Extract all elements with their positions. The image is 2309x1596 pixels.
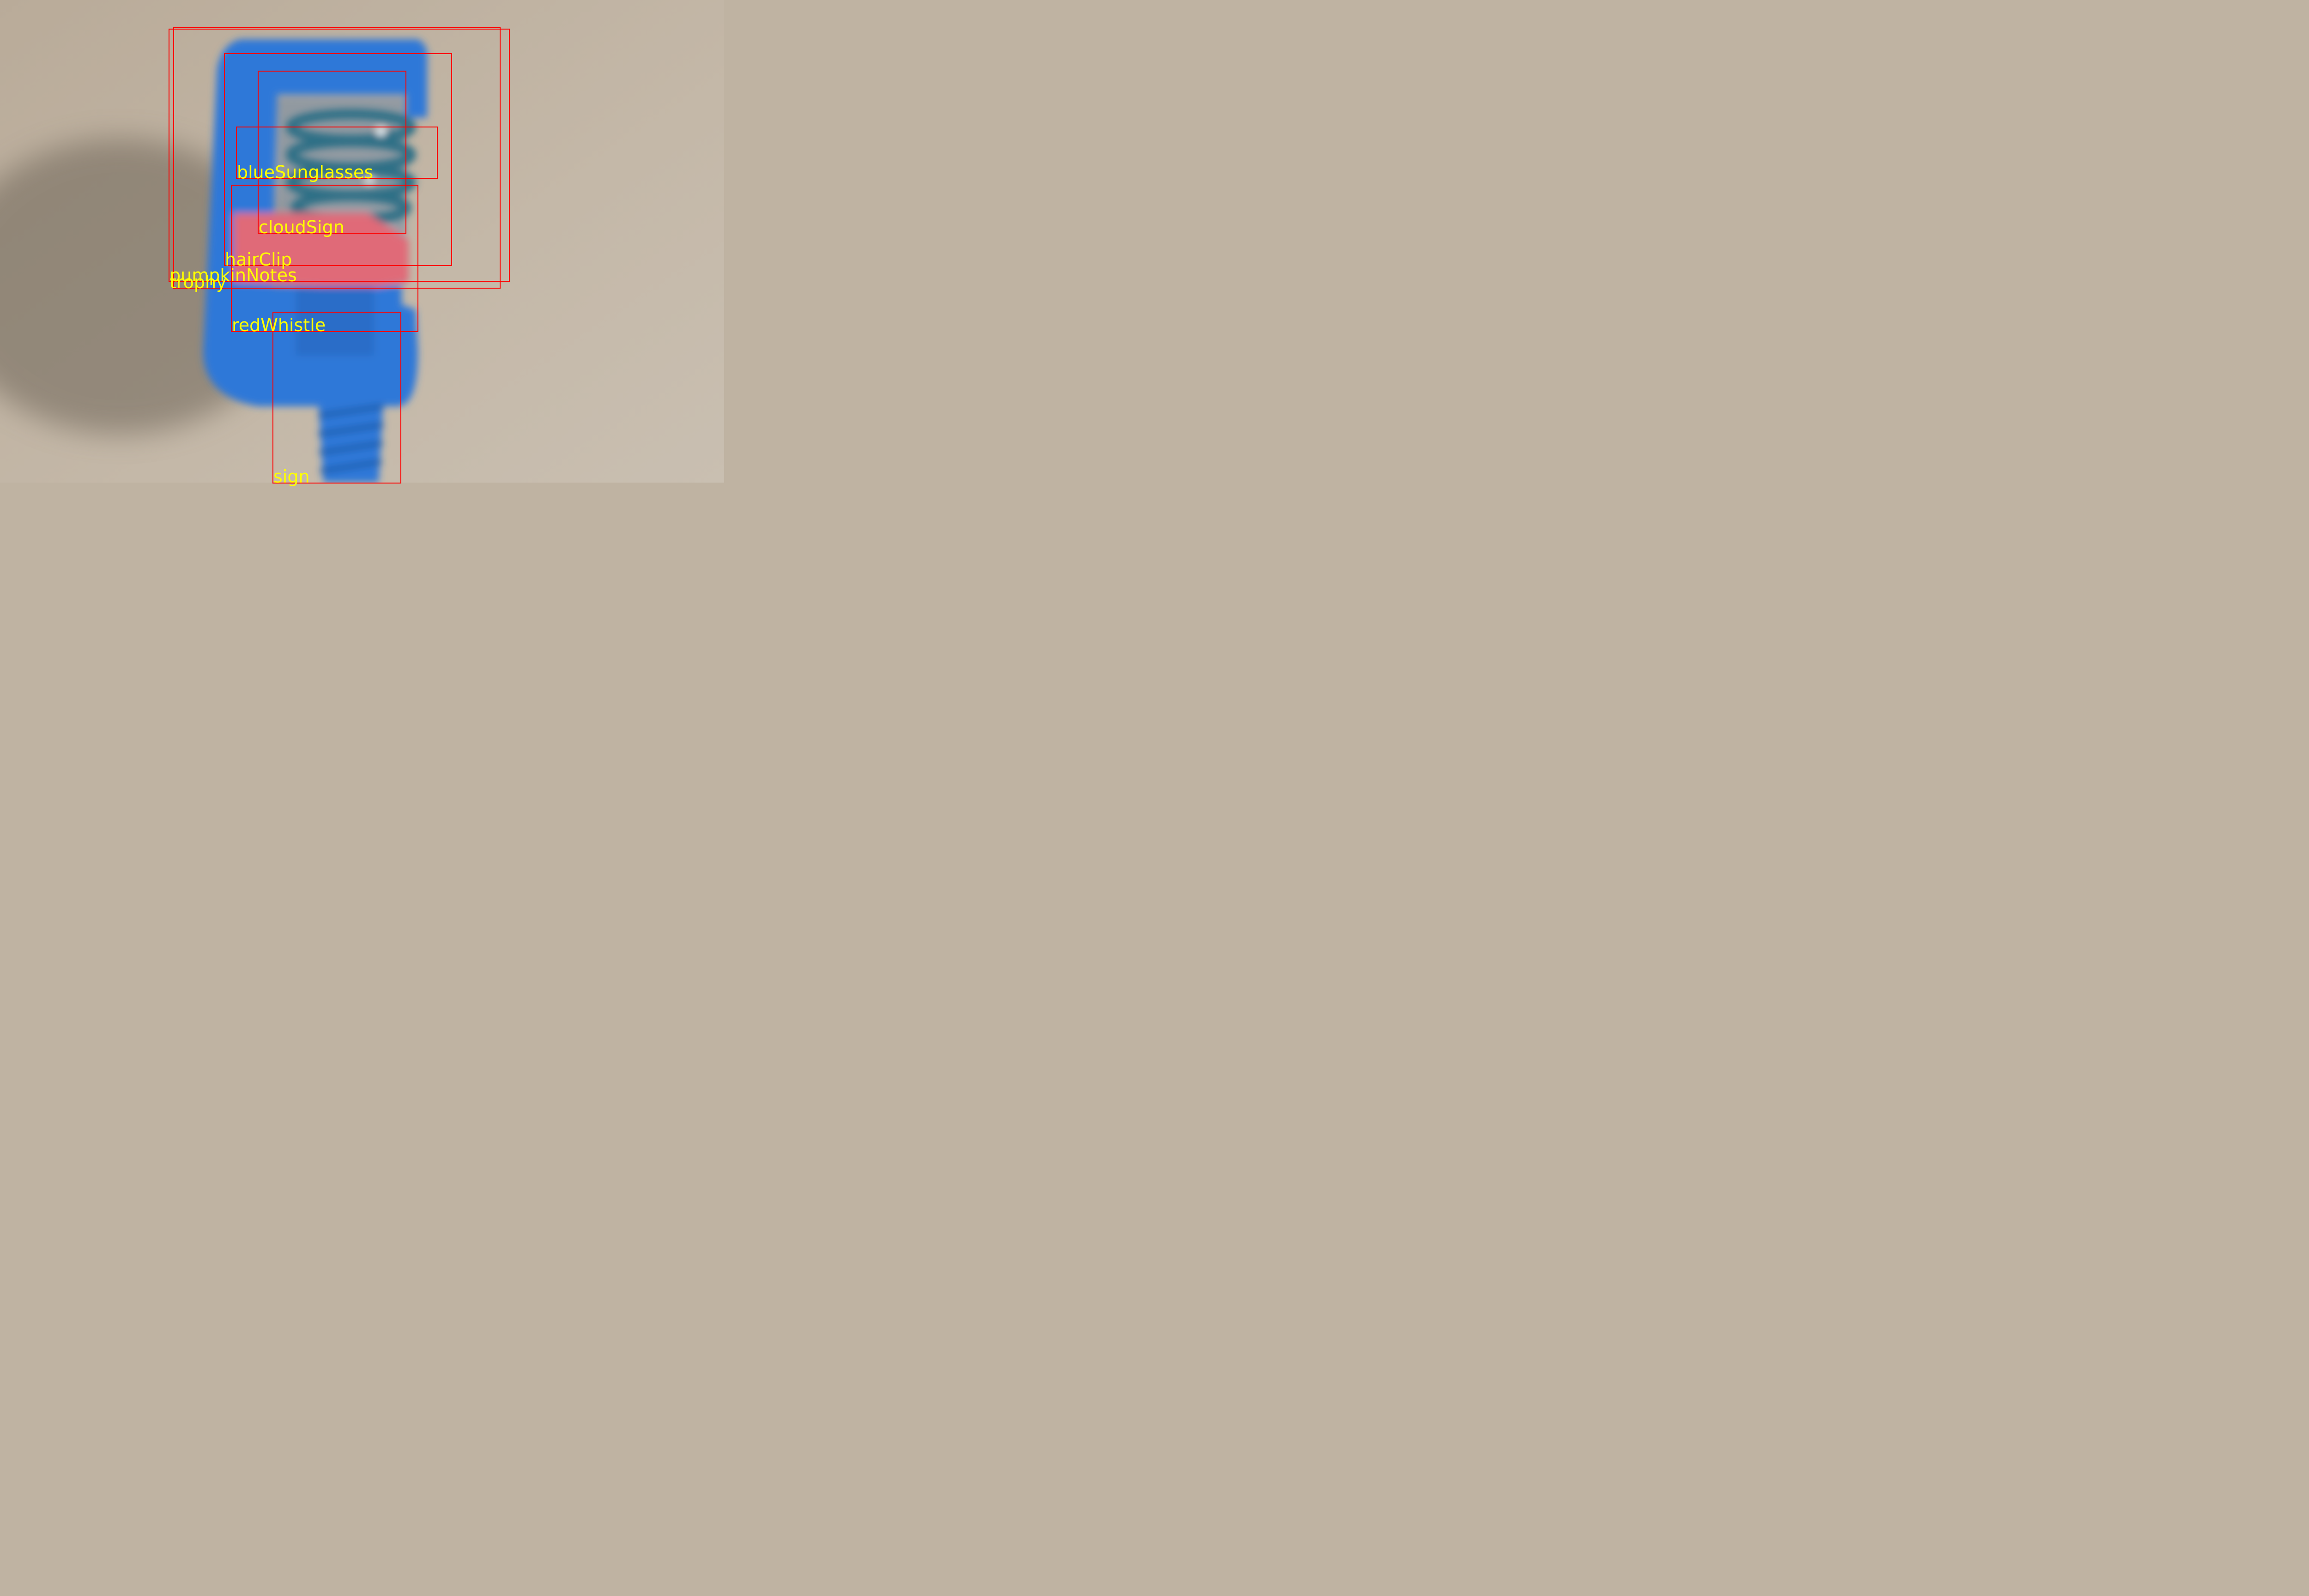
detection-label-sign: sign [273,466,310,487]
detection-box-bluesunglasses [236,127,438,179]
detection-label-trophy: trophy [169,272,227,292]
detection-label-redwhistle: redWhistle [232,315,326,335]
detection-box-cloudsign [258,71,406,234]
pad [233,213,409,289]
detection-box-redwhistle [231,185,418,332]
detection-box-trophy [169,29,510,282]
clamp [203,39,427,483]
detection-box-pumpkinnotes [173,27,501,289]
detection-label-bluesunglasses: blueSunglasses [237,162,374,182]
detection-label-hairclip: hairClip [225,249,292,270]
photo-scene [0,0,724,483]
detection-box-sign [272,312,401,484]
screw-stem [296,286,374,356]
detection-box-hairclip [224,53,452,266]
detection-label-pumpkinnotes: pumpkinNotes [169,265,297,285]
detection-overlay: trophy pumpkinNotes hairClip cloudSign b… [0,0,724,487]
detection-label-cloudsign: cloudSign [259,217,345,237]
